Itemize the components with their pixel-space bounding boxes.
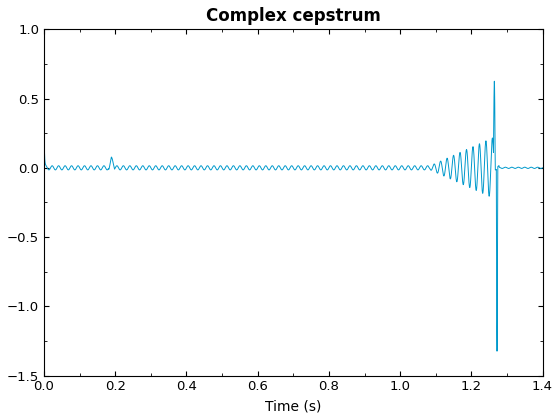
Title: Complex cepstrum: Complex cepstrum — [206, 7, 381, 25]
X-axis label: Time (s): Time (s) — [265, 399, 321, 413]
